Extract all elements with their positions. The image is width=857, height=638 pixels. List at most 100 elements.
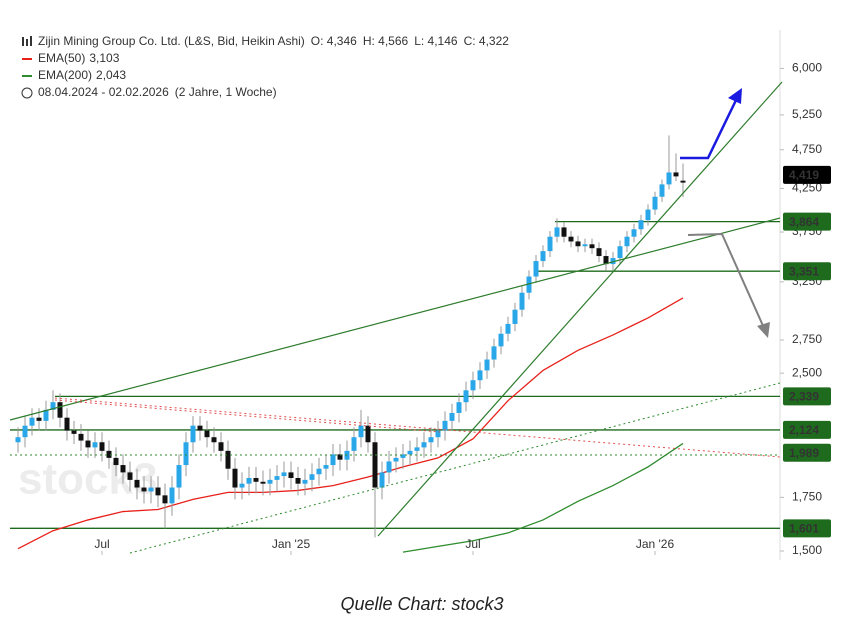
drawings [9,81,783,554]
candle-body [267,479,273,484]
candle-body [547,236,553,252]
price-label: 1,601 [789,521,819,535]
price-box [783,519,831,538]
clock-icon [21,87,33,99]
candle-body [78,433,84,441]
legend-title: Zijin Mining Group Co. Ltd. (L&S, Bid, H… [38,34,509,48]
y-tick-label: 4,750 [792,142,822,156]
candle-body [127,472,133,480]
candle-body [358,425,364,438]
period: 08.04.2024 - 02.02.2026 (2 Jahre, 1 Woche… [38,85,277,99]
candle-body [71,430,77,434]
trend-line [9,217,781,421]
candle-body [365,425,371,443]
candle-body [505,323,511,334]
ema-line [17,297,684,550]
candle-body [197,425,203,431]
candle-body [337,454,343,460]
candle-body [239,483,245,488]
candle-body [379,472,385,488]
candle-body [407,450,413,455]
candle-body [99,442,105,451]
price-label: 1,989 [789,446,819,460]
x-tick-label: Jan '26 [636,537,675,551]
candle-body [64,417,70,431]
candle-body [36,417,42,421]
candle-body [211,437,217,443]
candle-body [106,450,112,458]
candle-body [281,472,287,477]
candle-body [302,479,308,484]
candle-body [673,172,679,177]
candle-body [218,442,224,451]
y-tick-label: 6,000 [792,61,822,75]
price-label: 3,351 [789,264,819,278]
candle-body [652,196,658,210]
candle-body [589,244,595,249]
candle-body [309,474,315,480]
price-box [783,262,831,281]
legend: Zijin Mining Group Co. Ltd. (L&S, Bid, H… [21,34,509,99]
plot [10,135,780,553]
candle-body [449,412,455,421]
x-tick-label: Jul [465,537,480,551]
price-box [783,443,831,462]
candle-body [631,229,637,237]
arrow-head [757,322,770,338]
price-label: 2,339 [789,390,819,404]
candle-body [50,402,56,410]
candle-body [568,236,574,242]
candle-body [610,258,616,265]
candle-body [190,425,196,443]
candle-body [141,487,147,492]
y-tick-label: 4,250 [792,181,822,195]
candle-body [463,390,469,403]
watermark: stock3 [18,455,157,504]
candle-body [470,380,476,391]
price-label: 4,419 [789,168,819,182]
candle-body [526,276,532,293]
candle-body [176,465,182,488]
candle-body [638,220,644,230]
candle-body [512,309,518,324]
trend-line [54,399,441,433]
candle-body [323,465,329,469]
candle-body [428,437,434,443]
price-box [783,420,831,439]
candle-body [540,251,546,262]
legend-entry: EMA(50) 3,103 [38,51,120,65]
icon [26,39,28,46]
candle-body [120,465,126,473]
candle-body [442,420,448,431]
arrow [687,232,765,329]
candle-body [148,487,154,492]
candle-body [484,359,490,371]
candle-body [253,477,259,482]
price-label: 3,864 [789,215,819,229]
candle-body [477,370,483,381]
candle-body [519,292,525,310]
candle-body [225,450,231,469]
candle-body [113,457,119,466]
arrow-head [728,88,742,104]
candle-body [421,442,427,448]
candle-body [624,236,630,247]
candle-body [372,442,378,488]
candle-body [491,346,497,360]
candle-body [183,442,189,466]
candle-body [316,468,322,475]
candle-body [134,479,140,488]
candle-body [575,241,581,247]
candle-body [533,261,539,277]
candle-body [22,425,28,438]
candle-body [393,457,399,462]
legend-entry: EMA(200) 2,043 [38,68,126,82]
candle-body [155,487,161,496]
x-tick-label: Jan '25 [272,537,311,551]
price-box [783,212,831,231]
caption: Quelle Chart: stock3 [340,594,503,614]
candle-body [85,440,91,448]
